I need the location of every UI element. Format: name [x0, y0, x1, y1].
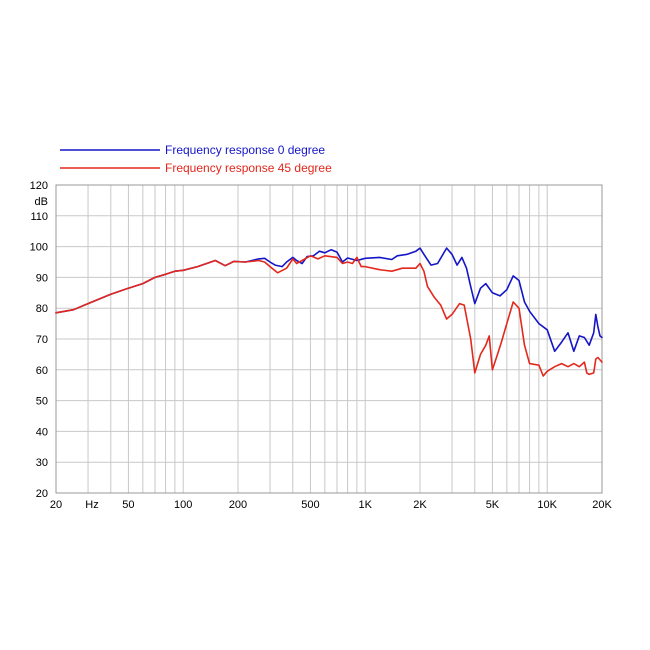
- x-tick-labels: 20 50 100 200 500 1K 2K 5K 10K 20K: [50, 499, 613, 511]
- x-tick-label: 20K: [592, 499, 612, 511]
- y-axis-unit-label: dB: [35, 196, 48, 208]
- x-tick-label: 1K: [358, 499, 372, 511]
- y-tick-label: 80: [36, 303, 48, 315]
- x-tick-label: 10K: [537, 499, 557, 511]
- x-tick-label: 20: [50, 499, 62, 511]
- legend-label: Frequency response 0 degree: [165, 143, 325, 157]
- y-tick-label: 50: [36, 396, 48, 408]
- y-tick-label: 20: [36, 488, 48, 500]
- legend-label: Frequency response 45 degree: [165, 161, 332, 175]
- grid: [55, 184, 603, 494]
- y-tick-label: 40: [36, 426, 48, 438]
- x-tick-label: 100: [174, 499, 192, 511]
- x-tick-label: 200: [229, 499, 247, 511]
- y-tick-label: 110: [30, 211, 48, 223]
- y-tick-label: 70: [36, 334, 48, 346]
- x-axis-unit-label: Hz: [85, 499, 98, 511]
- series-line-1: [55, 255, 603, 377]
- plot-frame: [55, 184, 603, 494]
- y-tick-label: 30: [36, 457, 48, 469]
- x-tick-label: 2K: [413, 499, 427, 511]
- y-tick-label: 90: [36, 272, 48, 284]
- x-tick-label: 500: [301, 499, 319, 511]
- y-tick-label: 100: [30, 242, 48, 254]
- y-tick-label: 60: [36, 365, 48, 377]
- series-line-0: [55, 247, 603, 353]
- y-tick-labels: 20 30 40 50 60 70 80 90 100 110 120: [30, 180, 48, 500]
- x-tick-label: 5K: [486, 499, 500, 511]
- series-layer: [55, 247, 603, 377]
- legend: Frequency response 0 degree Frequency res…: [60, 143, 332, 175]
- y-tick-label: 120: [30, 180, 48, 192]
- x-tick-label: 50: [122, 499, 134, 511]
